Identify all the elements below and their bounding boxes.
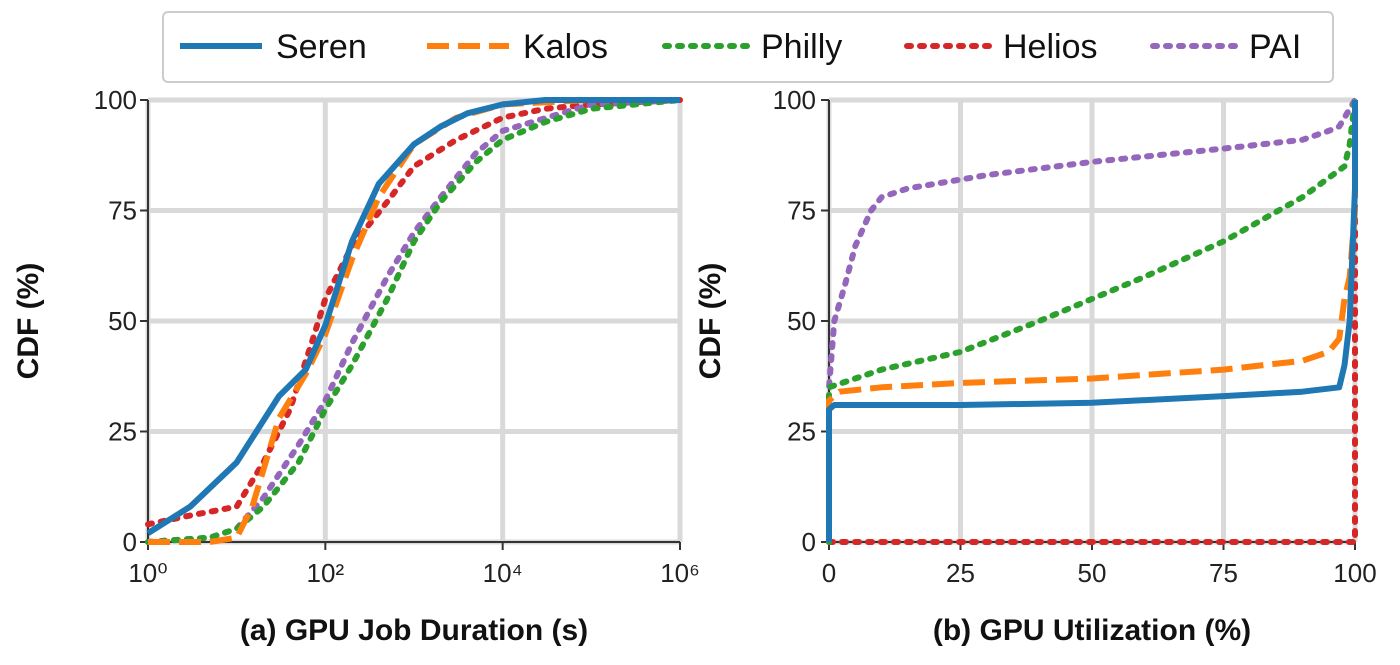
y-tick-label: 25	[787, 417, 816, 447]
x-tick-label: 0	[822, 558, 836, 588]
y-tick-label: 75	[787, 196, 816, 226]
legend: Seren Kalos Philly Helios PAI	[162, 11, 1334, 83]
y-tick-label: 100	[773, 85, 816, 115]
legend-item-philly: Philly	[662, 28, 842, 66]
series-line-seren	[826, 100, 1358, 542]
series-line-pai	[826, 97, 1358, 545]
y-tick-label: 50	[108, 306, 137, 336]
series-line-seren	[146, 97, 680, 536]
legend-label: Philly	[761, 28, 842, 66]
panel-caption: (b) GPU Utilization (%)	[933, 614, 1251, 647]
series-line-philly	[826, 97, 1358, 545]
legend-item-helios: Helios	[904, 28, 1097, 66]
legend-label: Helios	[1003, 28, 1097, 66]
series-line-helios	[145, 97, 683, 528]
panel-gpu-utilization: 0 25 50 75 100 0 25 50 75 100 CDF (%) (b) GPU Utili…	[694, 85, 1377, 647]
y-tick-label: 100	[94, 85, 137, 115]
series-line-kalos	[148, 97, 680, 545]
y-tick-label: 25	[108, 417, 137, 447]
grid	[826, 97, 1358, 545]
legend-item-seren: Seren	[180, 28, 367, 66]
panel-job-duration: 0 25 50 75 100 10⁰ 10² 10⁴ 10⁶ CDF (%) (a) GPU Job…	[12, 85, 700, 647]
legend-label: Seren	[276, 28, 367, 66]
series-group	[145, 97, 683, 545]
legend-item-pai: PAI	[1150, 28, 1301, 66]
x-tick-label: 75	[1209, 558, 1238, 588]
x-tick-label: 10⁴	[483, 558, 523, 588]
legend-label: PAI	[1249, 28, 1301, 66]
x-tick-label: 100	[1333, 558, 1376, 588]
y-tick-label: 0	[802, 527, 816, 557]
x-tick-label: 25	[946, 558, 975, 588]
legend-item-kalos: Kalos	[427, 28, 608, 66]
y-tick-label: 0	[123, 527, 137, 557]
legend-label: Kalos	[523, 28, 608, 66]
grid	[145, 97, 683, 545]
panel-caption: (a) GPU Job Duration (s)	[240, 614, 588, 647]
y-axis-label: CDF (%)	[12, 263, 45, 380]
x-tick-label: 10²	[307, 558, 345, 588]
series-group	[826, 97, 1358, 545]
y-tick-label: 75	[108, 196, 137, 226]
x-tick-label: 10⁰	[128, 558, 167, 588]
x-tick-label: 10⁶	[660, 558, 700, 588]
y-tick-label: 50	[787, 306, 816, 336]
y-axis-label: CDF (%)	[694, 263, 727, 380]
x-tick-label: 50	[1078, 558, 1107, 588]
